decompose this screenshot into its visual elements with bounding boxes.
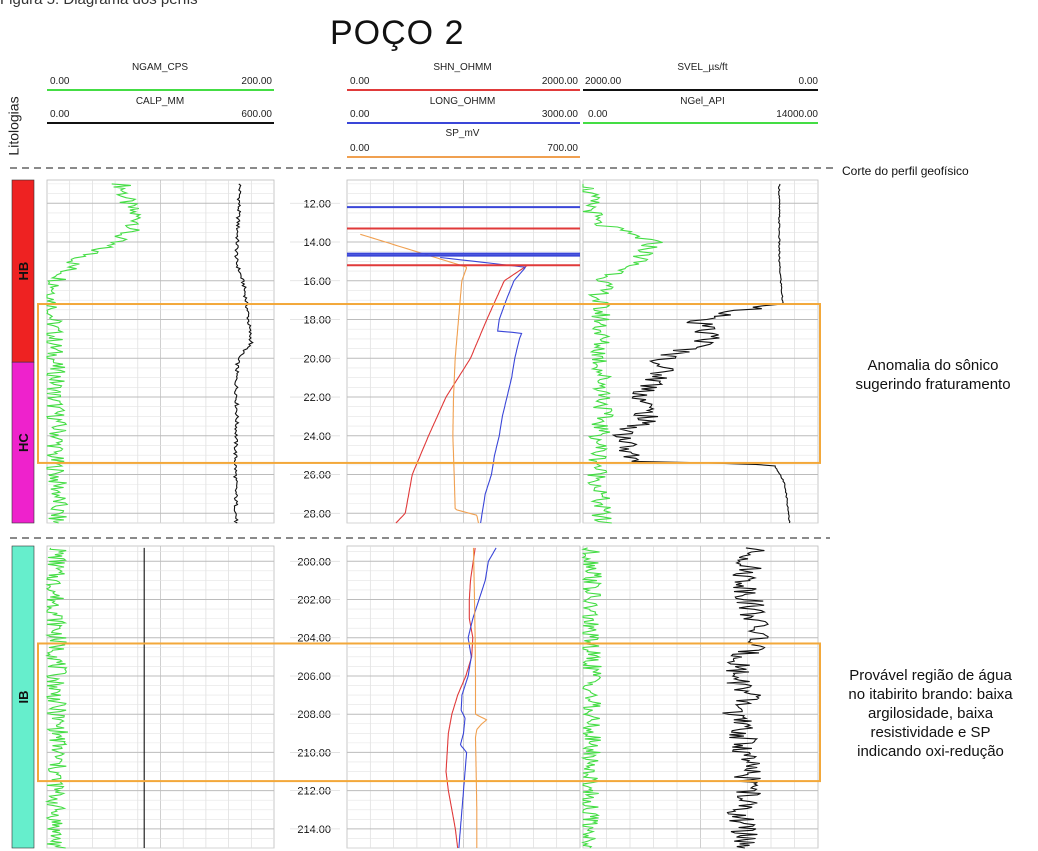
- series-line-calp: [232, 183, 254, 524]
- depth-tick-label: 206.00: [297, 671, 331, 683]
- header-sp-min: 0.00: [350, 143, 370, 154]
- header-ngam-min: 0.00: [50, 76, 70, 87]
- depth-tick-label: 22.00: [303, 392, 331, 404]
- depth-tick-label: 202.00: [297, 595, 331, 607]
- depth-tick-label: 20.00: [303, 353, 331, 365]
- lithology-label-hc: HC: [16, 433, 31, 452]
- annotation-water-line: indicando oxi-redução: [857, 743, 1004, 760]
- depth-tick-label: 16.00: [303, 276, 331, 288]
- series-line-ngel: [580, 547, 603, 849]
- header-shn-max: 2000.00: [541, 76, 578, 87]
- depth-tick-label: 212.00: [297, 786, 331, 798]
- header-ngam-line: [47, 89, 274, 91]
- header-long-line: [347, 122, 580, 124]
- header-ngel-max: 14000.00: [776, 109, 818, 120]
- header-sp-line: [347, 156, 580, 158]
- series-line-sp: [360, 233, 480, 524]
- header-svel-line: [583, 89, 818, 91]
- header-long-name: LONG_OHMM: [429, 96, 496, 107]
- depth-tick-label: 210.00: [297, 747, 331, 759]
- lithology-block-ib: [11, 545, 35, 849]
- cut-label: Corte do perfil geofísico: [842, 164, 969, 178]
- header-ngam-name: NGAM_CPS: [131, 62, 189, 73]
- series-line-ngam: [46, 183, 142, 524]
- series-line-ngel: [582, 183, 663, 524]
- header-calp-min: 0.00: [50, 109, 70, 120]
- series-line-shn: [445, 547, 476, 849]
- series-line-svel: [611, 183, 791, 524]
- header-shn-name: SHN_OHMM: [433, 62, 492, 73]
- header-svel-min: 2000.00: [585, 76, 622, 87]
- figure-caption-text: Figura 5: Diagrama dos perfis: [0, 0, 198, 8]
- depth-tick-label: 208.00: [297, 709, 331, 721]
- annotation-water-line: resistividade e SP: [870, 724, 991, 741]
- series-line-shn: [395, 264, 528, 524]
- annotation-water-line: no itabirito brando: baixa: [848, 686, 1013, 703]
- header-ngel-min: 0.00: [588, 109, 608, 120]
- series-line-long: [458, 547, 497, 849]
- header-long-min: 0.00: [350, 109, 370, 120]
- depth-tick-label: 204.00: [297, 633, 331, 645]
- header-ngam-max: 200.00: [241, 76, 272, 87]
- annotation-sonic-line: sugerindo fraturamento: [855, 376, 1011, 393]
- series-line-ngam: [44, 547, 69, 849]
- header-calp-line: [47, 122, 274, 124]
- depth-tick-label: 200.00: [297, 556, 331, 568]
- depth-tick-label: 214.00: [297, 824, 331, 836]
- page-title: POÇO 2: [330, 14, 465, 52]
- header-shn-min: 0.00: [350, 76, 370, 87]
- header-sp-name: SP_mV: [445, 128, 480, 139]
- lithology-block-hc: [11, 361, 35, 524]
- annotation-sonic-line: Anomalia do sônico: [867, 357, 999, 374]
- annotation-water-line: argilosidade, baixa: [867, 705, 994, 722]
- header-ngel-line: [583, 122, 818, 124]
- depth-tick-label: 26.00: [303, 470, 331, 482]
- header-sp-max: 700.00: [547, 143, 578, 154]
- header-svel-name: SVEL_µs/ft: [677, 62, 728, 73]
- highlight-box: [37, 303, 821, 464]
- series-line-svel: [722, 547, 769, 849]
- annotation-water-line: Provável região de água: [849, 667, 1012, 684]
- header-shn-line: [347, 89, 580, 91]
- header-calp-name: CALP_MM: [135, 96, 185, 107]
- series-line-long: [440, 256, 527, 524]
- depth-tick-label: 14.00: [303, 237, 331, 249]
- header-long-max: 3000.00: [541, 109, 578, 120]
- header-svel-max: 0.00: [798, 76, 818, 87]
- annotation-water: Provável região de água no itabirito bra…: [823, 666, 1038, 761]
- series-line-sp: [472, 547, 488, 848]
- lithology-label-ib: IB: [16, 691, 31, 704]
- figure-caption: Figura 5: Diagrama dos perfis: [0, 0, 1038, 10]
- depth-tick-label: 24.00: [303, 431, 331, 443]
- header-calp-max: 600.00: [241, 109, 272, 120]
- lithology-label-hb: HB: [16, 262, 31, 281]
- annotation-sonic: Anomalia do sônico sugerindo fraturament…: [828, 356, 1038, 394]
- depth-tick-label: 28.00: [303, 508, 331, 520]
- depth-tick-label: 12.00: [303, 198, 331, 210]
- highlight-box: [37, 642, 821, 783]
- header-ngel-name: NGel_API: [680, 96, 725, 107]
- depth-tick-label: 18.00: [303, 315, 331, 327]
